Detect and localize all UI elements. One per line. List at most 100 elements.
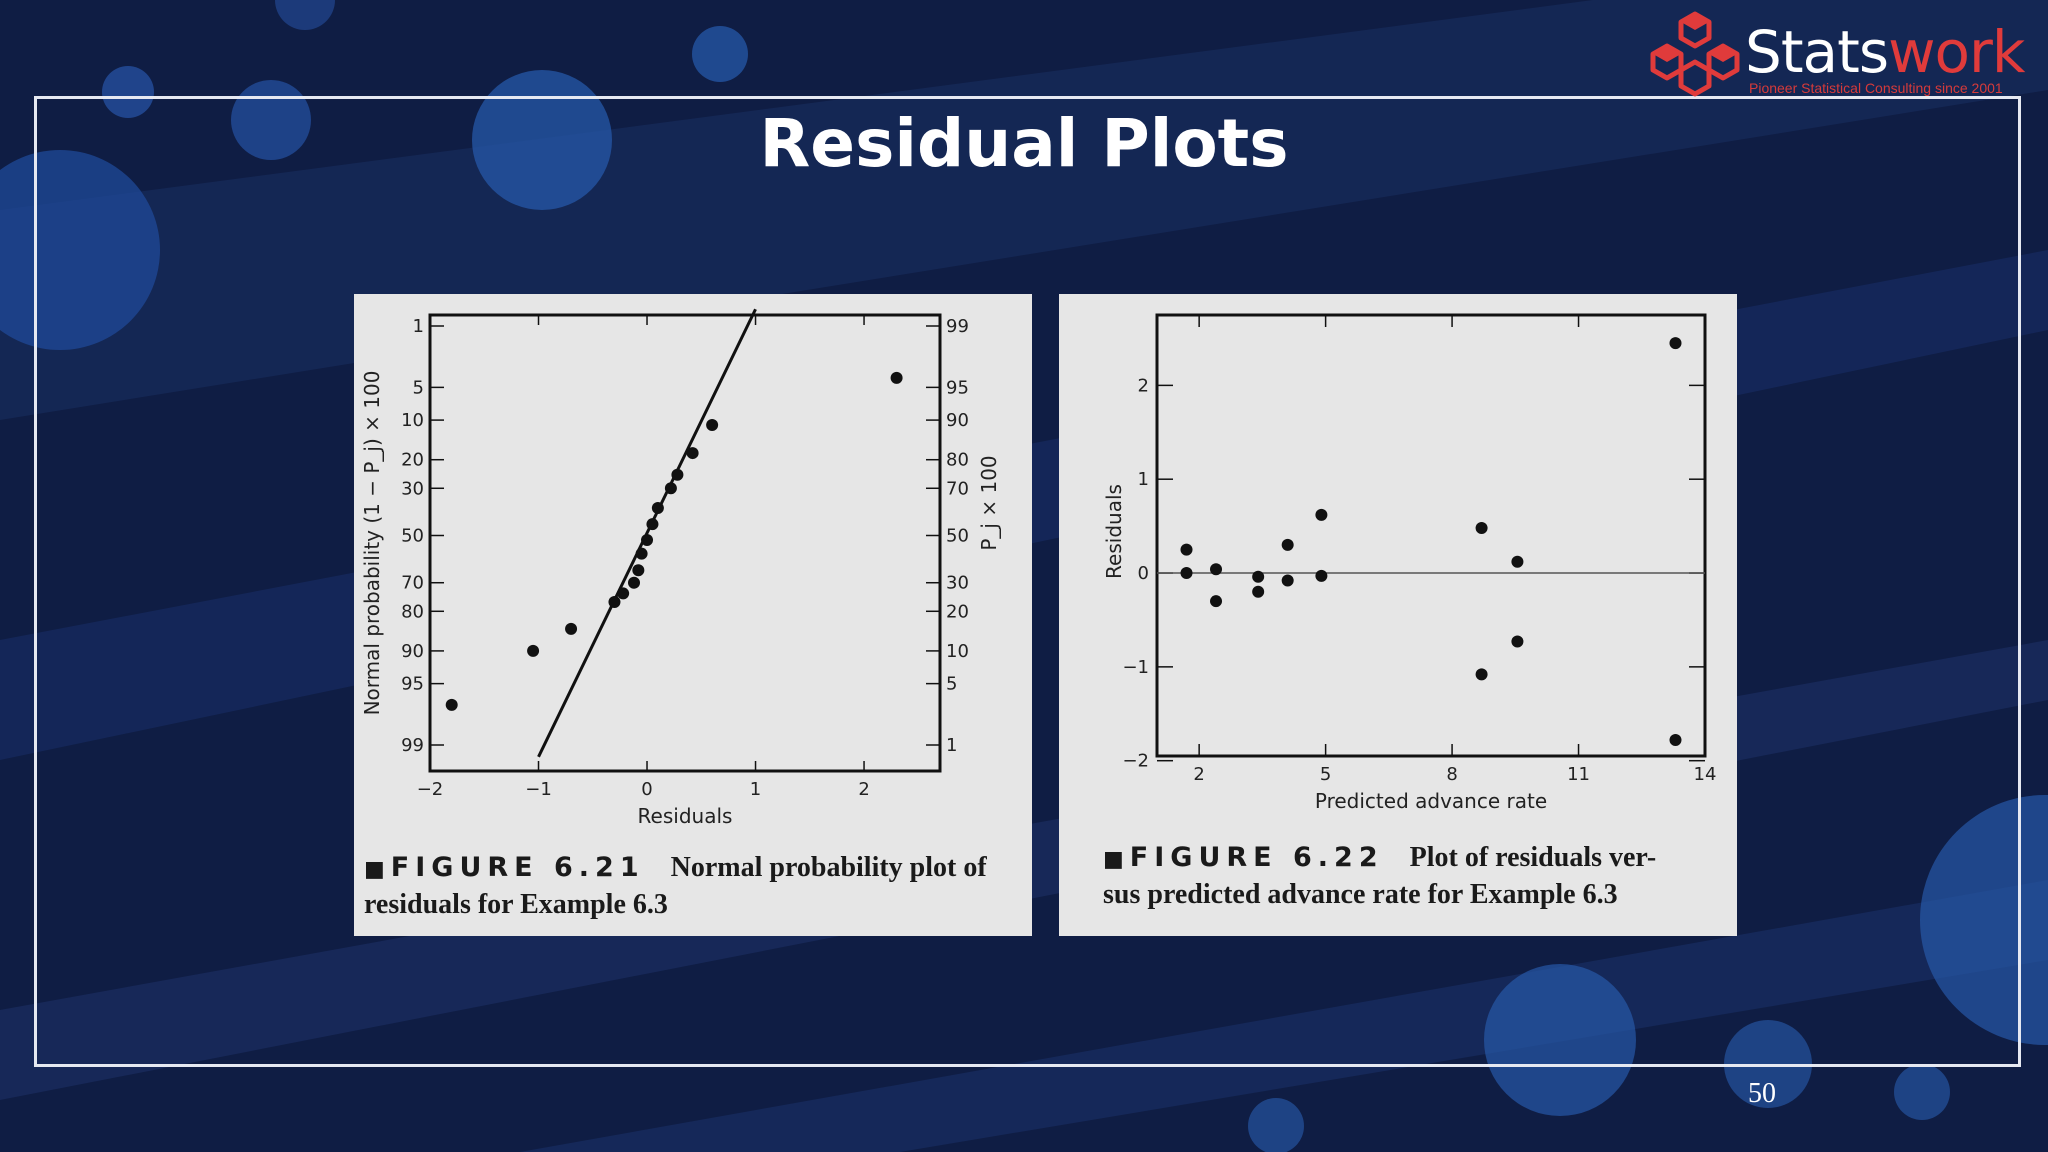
- data-point: [1315, 508, 1328, 521]
- data-point: [1315, 569, 1328, 582]
- cube-logo-icon: [1650, 11, 1740, 97]
- y-right-tick-label: 10: [946, 641, 969, 662]
- caption-bullet-icon: ■: [364, 857, 385, 882]
- y-tick-label: 90: [401, 641, 424, 662]
- figure-6-22-text-line1: Plot of residuals ver-: [1409, 842, 1657, 873]
- figure-6-22-panel: 2 5 8 11 14 −2 −1 0 1 2 Predicted advance rate Resi…: [1059, 294, 1737, 936]
- data-point: [608, 596, 621, 609]
- figure-6-22-text-line2: sus predicted advance rate for Example 6…: [1103, 879, 1618, 910]
- data-point: [1210, 563, 1223, 576]
- y-right-tick-label: 20: [946, 601, 969, 622]
- data-point: [527, 644, 540, 657]
- normal-probability-plot: −2 −1 0 1 2 1 5 10 20 30 50 70 80 90 95 99 99 95 90 80 70 50 3…: [360, 308, 1001, 828]
- y-tick-label: 0: [1138, 563, 1149, 584]
- data-point: [632, 564, 645, 577]
- y-tick-label: 50: [401, 526, 424, 547]
- x-tick-label: −1: [525, 779, 552, 800]
- data-point: [890, 371, 903, 384]
- data-point: [628, 576, 640, 589]
- data-point: [641, 534, 654, 547]
- y-right-tick-label: 1: [946, 735, 957, 756]
- x-tick-label: −2: [417, 779, 444, 800]
- slide-frame: [34, 96, 2021, 1067]
- x-tick-label: 1: [750, 779, 761, 800]
- y-tick-label: 95: [401, 674, 424, 695]
- y-tick-label: 2: [1138, 375, 1149, 396]
- y-right-tick-label: 99: [946, 316, 969, 337]
- x-tick-label: 2: [1193, 764, 1204, 785]
- y-axis-label: Residuals: [1102, 484, 1126, 579]
- x-tick-label: 0: [641, 779, 652, 800]
- x-axis-label: Predicted advance rate: [1315, 789, 1547, 813]
- data-point: [635, 547, 648, 560]
- x-axis-label: Residuals: [638, 804, 733, 828]
- y-tick-label: 80: [401, 601, 424, 622]
- y-tick-label: 30: [401, 478, 424, 499]
- data-point: [651, 501, 664, 514]
- data-point: [706, 419, 719, 432]
- data-point: [1475, 521, 1488, 534]
- slide-title: Residual Plots: [759, 105, 1289, 182]
- data-point: [671, 468, 684, 481]
- data-point: [1475, 668, 1488, 681]
- y-axis-label-right: P_j × 100: [977, 455, 1001, 550]
- statswork-logo: Statswork Pioneer Statistical Consulting…: [1645, 8, 2035, 100]
- data-point: [1180, 543, 1193, 556]
- data-point: [686, 447, 699, 460]
- logo-name-part1: Stats: [1745, 18, 1889, 86]
- data-point: [664, 482, 677, 495]
- figure-6-22-caption: ■ FIGURE 6.22 Plot of residuals ver- sus p…: [1103, 840, 1723, 912]
- fit-line: [537, 308, 757, 758]
- data-point: [1252, 585, 1265, 598]
- logo-name-part2: work: [1888, 18, 2025, 86]
- data-point: [1210, 595, 1223, 608]
- y-right-tick-label: 95: [946, 377, 969, 398]
- data-point: [1511, 635, 1524, 648]
- caption-bullet-icon: ■: [1103, 847, 1124, 872]
- figure-6-22-label: FIGURE 6.22: [1129, 842, 1384, 873]
- data-point: [1281, 538, 1294, 551]
- y-right-tick-label: 30: [946, 573, 969, 594]
- y-tick-label: 70: [401, 573, 424, 594]
- y-tick-label: −2: [1122, 751, 1149, 772]
- x-tick-label: 2: [858, 779, 869, 800]
- x-tick-label: 8: [1446, 764, 1457, 785]
- figure-6-21-panel: −2 −1 0 1 2 1 5 10 20 30 50 70 80 90 95 99 99 95 90 80 70 50 3…: [354, 294, 1032, 936]
- logo-tagline: Pioneer Statistical Consulting since 200…: [1749, 80, 2003, 96]
- data-point: [1511, 555, 1524, 568]
- y-tick-label: 99: [401, 735, 424, 756]
- page-number: 50: [1748, 1078, 1776, 1109]
- y-right-tick-label: 5: [946, 674, 957, 695]
- data-point: [1252, 570, 1265, 583]
- figure-6-21-caption: ■ FIGURE 6.21 Normal probability plot of r…: [364, 850, 1024, 922]
- plot-frame: [1155, 313, 1707, 758]
- x-tick-label: 14: [1694, 764, 1717, 785]
- y-tick-label: 10: [401, 410, 424, 431]
- y-tick-label: 5: [413, 377, 424, 398]
- data-point: [646, 518, 659, 531]
- figure-6-21-label: FIGURE 6.21: [390, 852, 645, 883]
- y-right-tick-label: 50: [946, 526, 969, 547]
- data-point: [1669, 734, 1682, 747]
- figure-6-21-text-line1: Normal probability plot of: [670, 852, 987, 883]
- figure-6-21-text-line2: residuals for Example 6.3: [364, 889, 668, 920]
- y-right-tick-label: 80: [946, 450, 969, 471]
- y-tick-label: 1: [413, 316, 424, 337]
- y-right-tick-label: 70: [946, 478, 969, 499]
- data-point: [1669, 337, 1682, 350]
- x-tick-label: 11: [1567, 764, 1590, 785]
- data-point: [445, 698, 458, 711]
- data-point: [565, 622, 578, 635]
- data-point: [617, 587, 630, 600]
- y-tick-label: 20: [401, 450, 424, 471]
- y-axis-label-left: Normal probability (1 − P_j) × 100: [360, 371, 384, 716]
- x-tick-label: 5: [1320, 764, 1331, 785]
- plot-frame: [428, 313, 942, 773]
- data-point: [1180, 567, 1193, 580]
- y-tick-label: −1: [1122, 657, 1149, 678]
- logo-wordmark: Statswork: [1745, 18, 2025, 86]
- y-tick-label: 1: [1138, 469, 1149, 490]
- residuals-vs-predicted-plot: 2 5 8 11 14 −2 −1 0 1 2 Predicted advance rate Resi…: [1102, 313, 1717, 813]
- y-right-tick-label: 90: [946, 410, 969, 431]
- data-point: [1281, 574, 1294, 587]
